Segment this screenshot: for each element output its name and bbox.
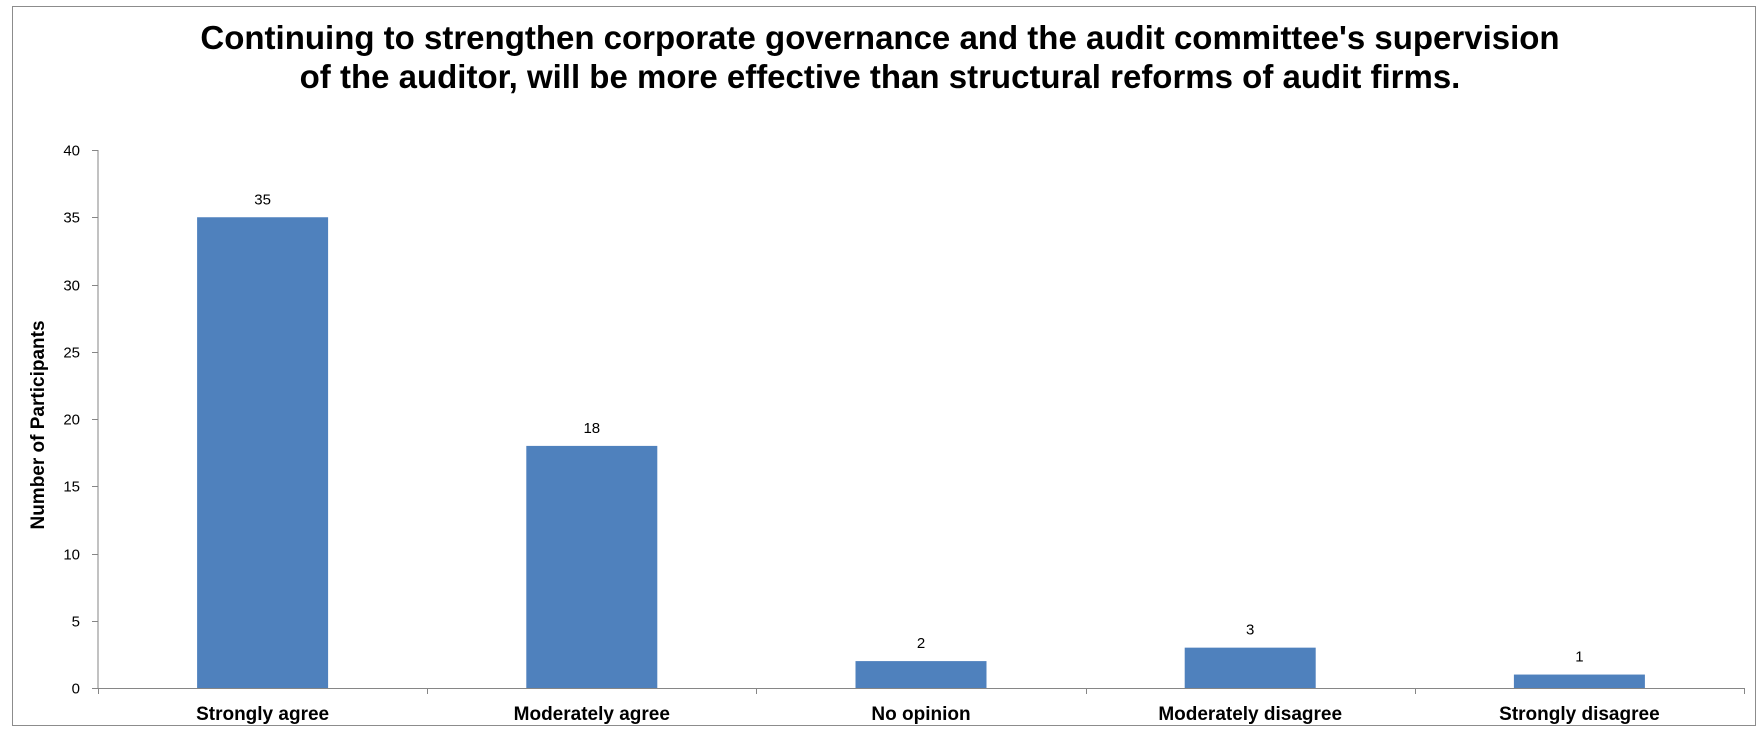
data-label: 2 — [917, 635, 925, 652]
x-category-label: Moderately agree — [514, 704, 670, 725]
x-category-label: Moderately disagree — [1158, 704, 1342, 725]
bar — [197, 217, 329, 688]
x-category-label: Strongly disagree — [1499, 704, 1660, 725]
y-tick-label: 10 — [63, 547, 80, 564]
bars: 35 18 2 3 1 — [197, 191, 1645, 688]
x-axis: Strongly agree Moderately agree No opinion… — [98, 688, 1745, 725]
bar — [1184, 647, 1316, 688]
data-label: 18 — [583, 420, 600, 437]
y-axis-title: Number of Participants — [28, 320, 49, 529]
y-tick-label: 15 — [63, 479, 80, 496]
y-tick-label: 20 — [63, 412, 80, 429]
bar — [1513, 674, 1645, 688]
data-label: 3 — [1246, 622, 1254, 639]
data-label: 35 — [254, 191, 271, 208]
x-category-label: No opinion — [871, 704, 970, 725]
chart-title-line-2: of the auditor, will be more effective t… — [299, 58, 1461, 95]
y-tick-label: 25 — [63, 345, 80, 362]
data-label: 1 — [1575, 649, 1583, 666]
chart-title: Continuing to strengthen corporate gover… — [0, 18, 1760, 96]
y-tick-label: 0 — [72, 681, 80, 698]
y-tick-label: 35 — [63, 210, 80, 227]
y-tick-label: 40 — [63, 143, 80, 160]
y-axis: 0 5 10 15 20 25 30 35 40 — [63, 143, 99, 698]
y-tick-label: 5 — [72, 614, 80, 631]
x-category-label: Strongly agree — [196, 704, 329, 725]
bar — [526, 445, 658, 688]
chart-title-line-1: Continuing to strengthen corporate gover… — [200, 19, 1560, 56]
y-tick-label: 30 — [63, 278, 80, 295]
bar — [855, 661, 987, 688]
